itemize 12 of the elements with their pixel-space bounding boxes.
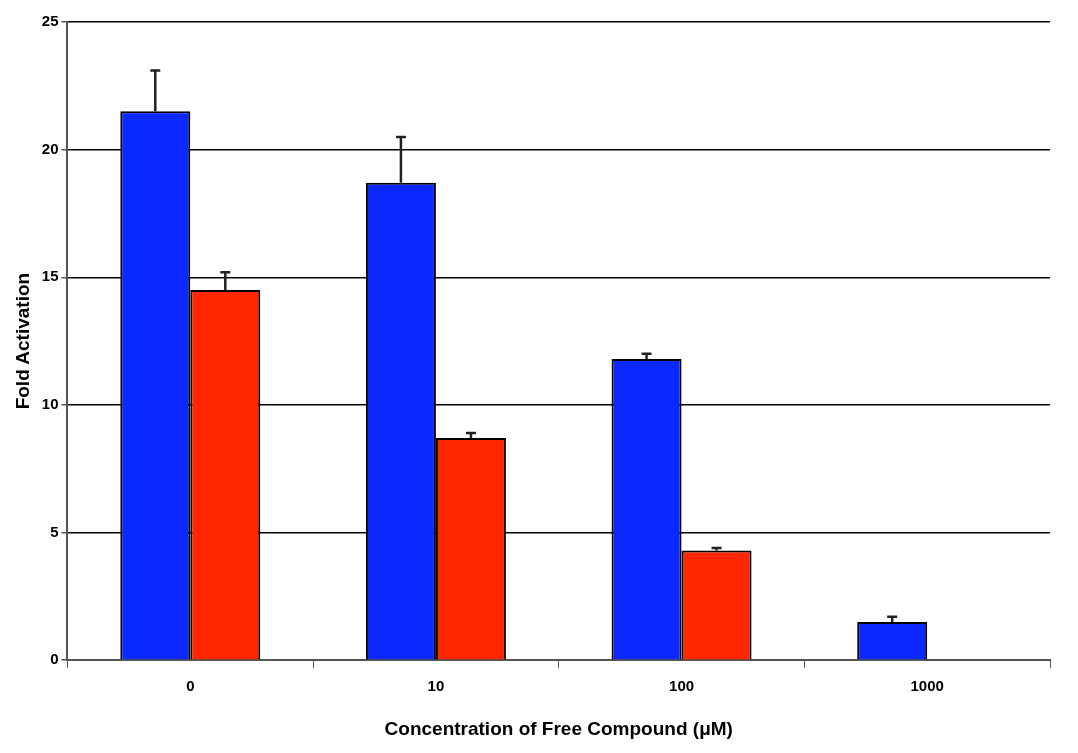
x-tick-label: 1000 bbox=[910, 677, 944, 695]
x-axis-title: Concentration of Free Compound (μM) bbox=[384, 717, 733, 739]
y-tick-label: 25 bbox=[41, 12, 59, 30]
y-tick-label: 15 bbox=[41, 267, 59, 285]
y-tick-label: 20 bbox=[41, 139, 59, 157]
y-tick-label: 0 bbox=[50, 650, 59, 668]
x-tick-label: 100 bbox=[669, 677, 695, 695]
y-tick-label: 10 bbox=[41, 395, 59, 413]
x-tick-label: 0 bbox=[186, 677, 195, 695]
y-axis-title: Fold Activation bbox=[11, 272, 33, 410]
x-tick-label: 10 bbox=[427, 677, 445, 695]
y-tick-label: 5 bbox=[50, 522, 59, 540]
